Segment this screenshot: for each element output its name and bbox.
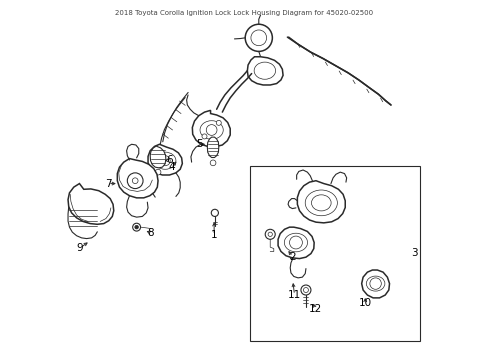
Ellipse shape [311, 195, 330, 211]
Text: 2: 2 [289, 252, 295, 262]
Circle shape [127, 173, 143, 189]
Circle shape [303, 288, 308, 293]
Circle shape [155, 169, 161, 175]
Polygon shape [192, 111, 230, 147]
Ellipse shape [200, 121, 223, 139]
Circle shape [132, 178, 138, 184]
Ellipse shape [305, 190, 337, 216]
Circle shape [300, 285, 310, 295]
Circle shape [202, 134, 206, 139]
Ellipse shape [154, 152, 176, 169]
Polygon shape [247, 57, 283, 85]
Polygon shape [68, 184, 114, 224]
Text: 4: 4 [167, 162, 174, 172]
Polygon shape [148, 144, 182, 175]
Polygon shape [117, 158, 158, 198]
Text: 10: 10 [358, 298, 371, 308]
Circle shape [210, 160, 216, 166]
Circle shape [250, 30, 266, 46]
Polygon shape [297, 181, 345, 223]
Circle shape [267, 232, 272, 237]
Text: 5: 5 [196, 139, 203, 149]
Circle shape [264, 229, 275, 239]
Ellipse shape [284, 233, 307, 252]
Ellipse shape [254, 62, 275, 79]
Text: 9: 9 [77, 243, 83, 253]
Text: 1: 1 [210, 230, 217, 240]
Circle shape [286, 242, 293, 249]
Circle shape [369, 278, 381, 289]
Text: 3: 3 [410, 248, 417, 258]
Text: 6: 6 [166, 156, 172, 165]
Text: 12: 12 [308, 304, 321, 314]
Polygon shape [150, 146, 165, 168]
Circle shape [132, 223, 140, 231]
Text: 7: 7 [104, 179, 111, 189]
Circle shape [206, 125, 217, 135]
Circle shape [160, 156, 170, 166]
Text: 8: 8 [147, 228, 154, 238]
Polygon shape [207, 137, 218, 157]
Circle shape [211, 209, 218, 216]
Bar [249, 166, 419, 341]
Circle shape [135, 225, 138, 229]
Text: 2018 Toyota Corolla Ignition Lock Lock Housing Diagram for 45020-02500: 2018 Toyota Corolla Ignition Lock Lock H… [115, 10, 373, 16]
Polygon shape [361, 270, 389, 298]
Text: 11: 11 [287, 290, 301, 300]
Circle shape [244, 24, 272, 51]
Circle shape [216, 120, 221, 125]
Polygon shape [278, 227, 313, 258]
Circle shape [289, 236, 302, 249]
Ellipse shape [366, 276, 384, 291]
